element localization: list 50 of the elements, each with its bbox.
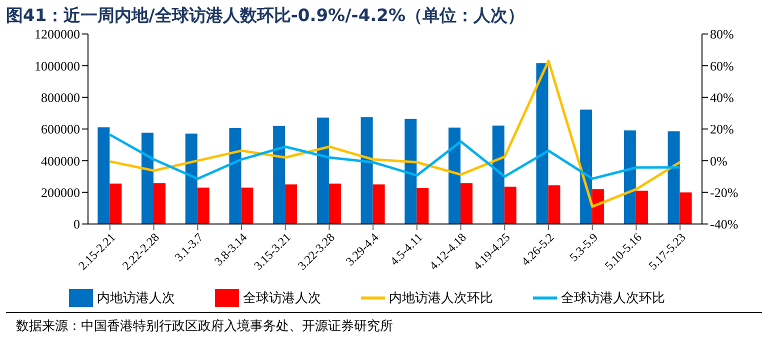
- y-tick-label: 400000: [41, 153, 80, 168]
- bar: [110, 184, 122, 224]
- bar: [580, 110, 592, 224]
- chart-title: 图41：近一周内地/全球访港人数环比-0.9%/-4.2%（单位：人次）: [5, 5, 526, 26]
- y-tick-label: 1000000: [34, 58, 80, 74]
- bar: [197, 188, 210, 224]
- y2-tick-label: 60%: [710, 58, 734, 74]
- source-note: 数据来源：中国香港特别行政区政府入境事务处、开源证券研究所: [16, 318, 394, 335]
- y2-tick-label: 80%: [710, 26, 734, 42]
- bar: [316, 118, 329, 224]
- bar: [636, 190, 648, 224]
- bar: [328, 184, 341, 224]
- bar: [668, 131, 680, 224]
- bar: [273, 126, 286, 224]
- bar: [624, 130, 636, 224]
- y-tick-label: 1200000: [34, 26, 80, 42]
- y2-tick-label: 0%: [710, 153, 728, 168]
- y-tick-label: 0: [74, 216, 80, 232]
- bar: [98, 127, 110, 224]
- legend-label: 内地访港人次: [97, 290, 175, 306]
- bar: [680, 192, 692, 224]
- bar: [460, 183, 473, 224]
- legend-label: 全球访港人次环比: [561, 290, 665, 306]
- legend-label: 内地访港人次环比: [389, 290, 493, 306]
- bar: [241, 188, 254, 224]
- bar: [285, 184, 298, 224]
- line-series: [108, 133, 682, 180]
- bar: [504, 186, 516, 224]
- bar: [154, 183, 166, 224]
- legend-label: 全球访港人次: [243, 290, 321, 306]
- bar: [536, 63, 548, 224]
- bar: [142, 132, 154, 224]
- y-tick-label: 600000: [41, 122, 80, 137]
- bar: [492, 126, 504, 224]
- bar: [416, 188, 429, 224]
- y2-tick-label: 40%: [710, 90, 734, 105]
- line-series: [108, 60, 682, 208]
- y-tick-label: 800000: [41, 90, 80, 105]
- y2-tick-label: -40%: [710, 216, 738, 232]
- y2-tick-label: 20%: [710, 122, 734, 137]
- bar: [185, 134, 198, 224]
- y2-tick-label: -20%: [710, 184, 738, 200]
- bar: [404, 118, 417, 224]
- bar: [592, 189, 604, 224]
- y-tick-label: 200000: [41, 184, 80, 200]
- bar: [360, 117, 373, 224]
- bar: [448, 128, 461, 224]
- bar: [548, 185, 560, 224]
- bar: [229, 128, 242, 224]
- bar: [372, 184, 385, 224]
